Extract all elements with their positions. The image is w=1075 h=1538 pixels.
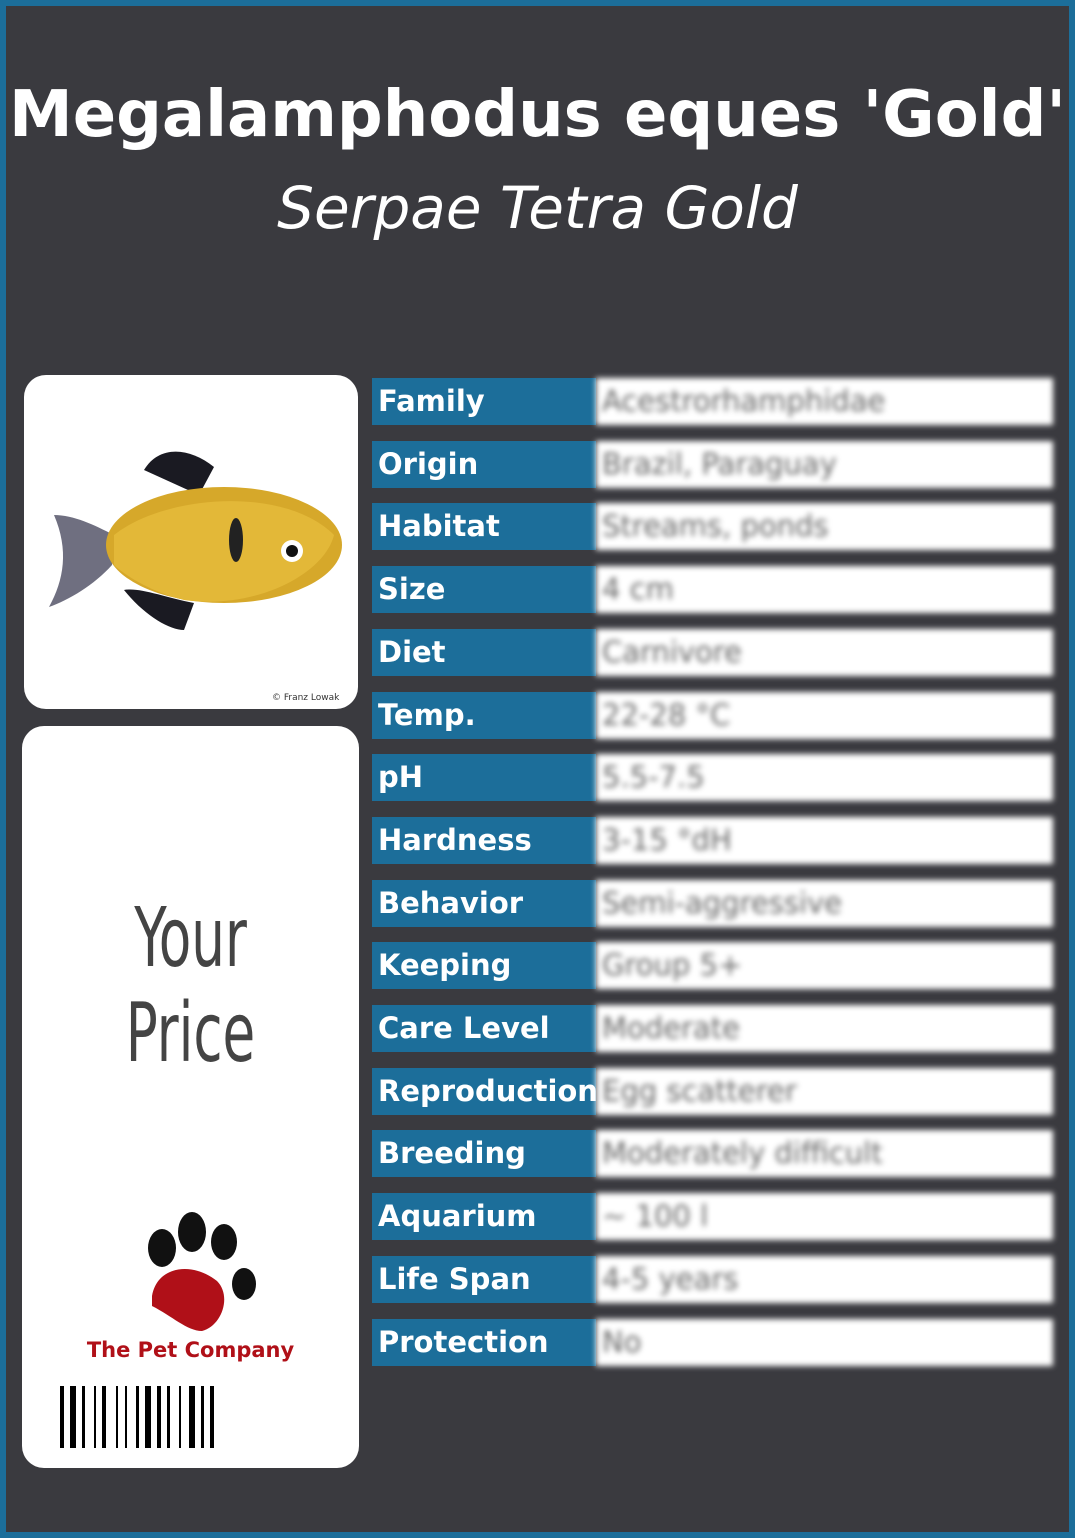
row-value: Group 5+	[596, 942, 1053, 990]
barcode-bar	[125, 1386, 127, 1448]
barcode-bar	[167, 1386, 170, 1448]
barcode-bar	[157, 1386, 161, 1448]
barcode-bar	[136, 1386, 139, 1448]
barcode-bar	[189, 1386, 195, 1448]
row-value: Carnivore	[596, 628, 1053, 676]
row-label: Habitat	[372, 503, 596, 551]
row-value: Moderately difficult	[596, 1130, 1053, 1178]
row-label: Temp.	[372, 691, 596, 739]
row-value: Brazil, Paraguay	[596, 440, 1053, 488]
price-panel: Your Price The Pet Company	[22, 726, 359, 1468]
barcode-bar	[210, 1386, 214, 1448]
row-label: Keeping	[372, 942, 596, 990]
row-label: Size	[372, 566, 596, 614]
brand-name: The Pet Company	[86, 1338, 295, 1362]
barcode-bar	[70, 1386, 76, 1448]
price-label: Your Price	[125, 891, 256, 1081]
barcode-bar	[102, 1386, 106, 1448]
row-value: 4-5 years	[596, 1255, 1053, 1303]
subtitle: Serpae Tetra Gold	[277, 174, 798, 242]
fish-image	[49, 451, 342, 630]
barcode-bar	[145, 1386, 151, 1448]
row-value: Semi-aggressive	[596, 879, 1053, 927]
barcode-bar	[94, 1386, 96, 1448]
row-label: Behavior	[372, 879, 596, 927]
row-value: No	[596, 1318, 1053, 1366]
row-label: Diet	[372, 628, 596, 676]
paw-logo	[148, 1212, 256, 1331]
row-label: Reproduction	[372, 1067, 596, 1115]
row-value: 22-28 °C	[596, 691, 1053, 739]
barcode-bar	[201, 1386, 204, 1448]
barcode-bar	[179, 1386, 181, 1448]
row-value: Moderate	[596, 1005, 1053, 1052]
row-value: ~ 100 l	[596, 1193, 1053, 1241]
row-value: Egg scatterer	[596, 1067, 1053, 1115]
row-label: Origin	[372, 440, 596, 488]
row-label: Breeding	[372, 1130, 596, 1178]
row-value: 5.5-7.5	[596, 754, 1053, 802]
title: Megalamphodus eques 'Gold'	[9, 78, 1066, 152]
row-value: Acestrorhamphidae	[596, 378, 1053, 425]
row-label: Care Level	[372, 1005, 596, 1052]
image-panel: © Franz Lowak	[24, 375, 358, 709]
barcode-bar	[60, 1386, 64, 1448]
row-value: Streams, ponds	[596, 503, 1053, 551]
row-value: 4 cm	[596, 566, 1053, 614]
barcode-bar	[116, 1386, 118, 1448]
row-label: Protection	[372, 1318, 596, 1366]
barcode	[60, 1386, 214, 1448]
row-label: Life Span	[372, 1255, 596, 1303]
row-label: Aquarium	[372, 1193, 596, 1241]
row-label: Family	[372, 378, 596, 425]
row-label: pH	[372, 754, 596, 802]
barcode-bar	[82, 1386, 85, 1448]
image-credit: © Franz Lowak	[272, 693, 340, 703]
row-label: Hardness	[372, 816, 596, 864]
row-value: 3-15 °dH	[596, 816, 1053, 864]
